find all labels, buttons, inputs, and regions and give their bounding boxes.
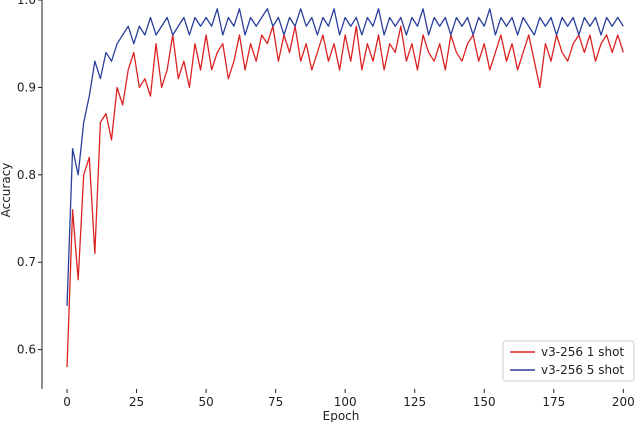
x-tick-label: 75	[268, 395, 283, 409]
x-tick-label: 100	[334, 395, 357, 409]
series-line-1-shot	[66, 25, 624, 368]
legend-label-1-shot: v3-256 1 shot	[541, 345, 624, 359]
y-tick-label: 0.6	[17, 343, 36, 357]
x-tick-label: 125	[403, 395, 426, 409]
legend-label-5-shot: v3-256 5 shot	[541, 363, 624, 377]
y-tick-label: 1.0	[17, 0, 36, 7]
x-tick-label: 200	[612, 395, 635, 409]
y-tick-label: 0.8	[17, 168, 36, 182]
series-line-5-shot	[66, 8, 624, 306]
y-axis-label: Accuracy	[0, 163, 13, 218]
legend: v3-256 1 shot v3-256 5 shot	[502, 340, 635, 382]
x-tick-label: 50	[198, 395, 213, 409]
legend-box	[502, 340, 635, 382]
y-tick-label: 0.9	[17, 80, 36, 94]
x-ticks: 0 25 50 75 100 125 150 175 200	[63, 389, 635, 409]
series-lines	[66, 8, 624, 368]
y-tick-label: 0.7	[17, 255, 36, 269]
y-ticks: 0.6 0.7 0.8 0.9 1.0	[17, 0, 42, 357]
x-tick-label: 25	[129, 395, 144, 409]
x-tick-label: 0	[63, 395, 71, 409]
x-tick-label: 150	[473, 395, 496, 409]
x-axis-label: Epoch	[323, 409, 360, 422]
x-tick-label: 175	[542, 395, 565, 409]
